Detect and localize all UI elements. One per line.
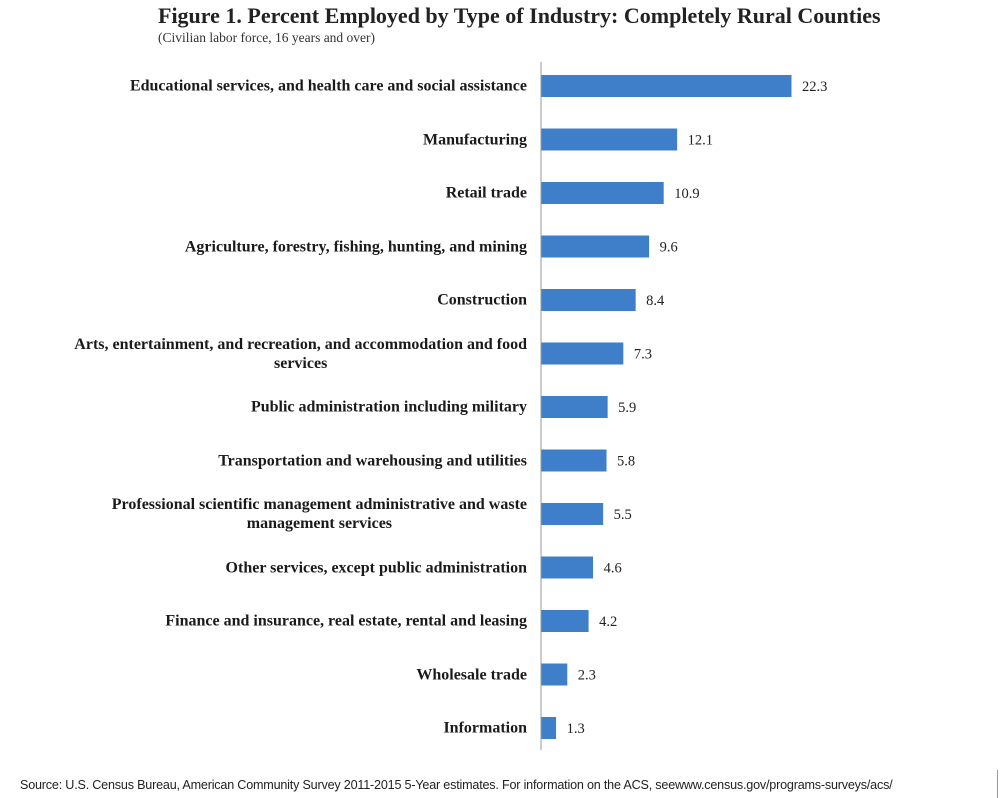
category-label: Educational services, and health care an… <box>129 77 527 95</box>
bar <box>541 182 664 204</box>
category-label: Agriculture, forestry, fishing, hunting,… <box>184 238 527 255</box>
data-label: 5.8 <box>617 454 635 470</box>
category-label: Finance and insurance, real estate, rent… <box>165 612 527 630</box>
data-label: 5.5 <box>614 507 632 523</box>
bar <box>541 449 607 472</box>
bar <box>541 342 624 365</box>
bar <box>541 128 678 151</box>
data-label: 5.9 <box>618 400 636 416</box>
bar <box>541 610 589 632</box>
data-label: 4.2 <box>599 614 617 630</box>
bar <box>541 556 594 579</box>
data-label: 10.9 <box>674 186 699 202</box>
category-label: Professional scientific management admin… <box>111 496 527 532</box>
chart-subtitle: (Civilian labor force, 16 years and over… <box>158 30 376 45</box>
category-label: Wholesale trade <box>416 666 527 683</box>
category-label: Other services, except public administra… <box>225 559 527 576</box>
data-label: 12.1 <box>688 133 713 149</box>
bar <box>541 235 650 258</box>
data-label: 9.6 <box>660 240 678 256</box>
category-label: Public administration including military <box>250 398 527 416</box>
category-label: Manufacturing <box>423 131 527 148</box>
data-label: 2.3 <box>578 668 596 684</box>
data-label: 7.3 <box>634 347 652 363</box>
source-note: Source: U.S. Census Bureau, American Com… <box>20 778 893 792</box>
category-label: Retail trade <box>445 184 527 202</box>
category-label: Transportation and warehousing and utili… <box>218 452 527 469</box>
border-line <box>997 770 998 798</box>
data-label: 4.6 <box>604 561 622 577</box>
data-label: 1.3 <box>567 721 585 737</box>
data-label: 8.4 <box>646 293 665 309</box>
bar <box>541 503 604 525</box>
bar <box>541 396 608 418</box>
category-label: Arts, entertainment, and recreation, and… <box>74 335 527 372</box>
bar <box>541 75 792 97</box>
bar <box>541 717 557 739</box>
chart-title: Figure 1. Percent Employed by Type of In… <box>158 3 881 28</box>
bar <box>541 289 636 311</box>
category-label: Information <box>443 719 527 737</box>
bar <box>541 663 568 686</box>
category-label: Construction <box>437 291 527 309</box>
data-label: 22.3 <box>802 79 827 95</box>
